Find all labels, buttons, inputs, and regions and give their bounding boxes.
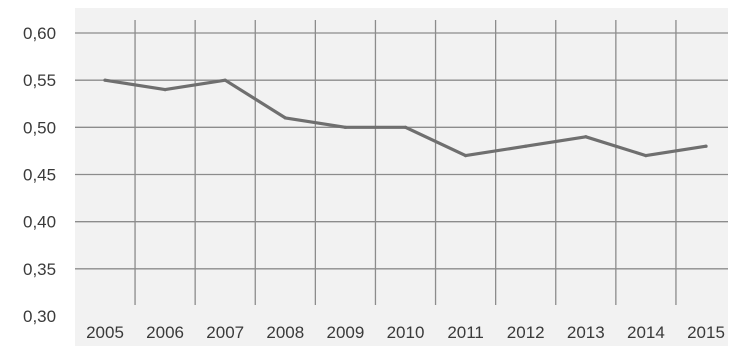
x-tick-label: 2011 bbox=[447, 323, 484, 342]
x-tick-label: 2014 bbox=[627, 323, 665, 342]
y-tick-label: 0,30 bbox=[23, 307, 56, 326]
plot-background bbox=[75, 8, 728, 346]
x-tick-label: 2006 bbox=[146, 323, 184, 342]
y-tick-label: 0,50 bbox=[23, 118, 56, 137]
y-tick-label: 0,60 bbox=[23, 24, 56, 43]
data-point-2006 bbox=[163, 88, 167, 92]
data-point-2008 bbox=[283, 116, 287, 120]
x-tick-label: 2007 bbox=[206, 323, 244, 342]
series-layer bbox=[103, 78, 708, 158]
horizontal-gridlines bbox=[75, 32, 728, 270]
x-tick-label: 2005 bbox=[86, 323, 124, 342]
y-tick-label: 0,35 bbox=[23, 260, 56, 279]
data-point-2013 bbox=[584, 135, 588, 139]
x-tick-label: 2009 bbox=[326, 323, 364, 342]
data-point-2012 bbox=[524, 144, 528, 148]
x-tick-label: 2008 bbox=[266, 323, 304, 342]
x-tick-label: 2010 bbox=[387, 323, 425, 342]
y-tick-label: 0,40 bbox=[23, 213, 56, 232]
x-axis-tick-labels: 2005 2006 2007 2008 2009 2010 2011 2012 2013 2014… bbox=[86, 323, 725, 342]
data-point-2007 bbox=[223, 78, 227, 82]
data-point-2014 bbox=[644, 154, 648, 158]
x-tick-label: 2012 bbox=[507, 323, 545, 342]
data-point-2010 bbox=[403, 125, 408, 129]
x-tick-label: 2013 bbox=[567, 323, 605, 342]
y-tick-label: 0,55 bbox=[23, 71, 56, 90]
data-point-2005 bbox=[103, 78, 107, 82]
vertical-gridlines bbox=[134, 20, 677, 305]
y-tick-label: 0,45 bbox=[23, 166, 56, 185]
x-tick-label: 2015 bbox=[687, 323, 725, 342]
data-point-2015 bbox=[704, 144, 708, 148]
data-point-2011 bbox=[464, 154, 468, 158]
data-point-2009 bbox=[343, 125, 347, 129]
y-axis-tick-labels: 0,30 0,35 0,40 0,45 0,50 0,55 0,60 bbox=[23, 24, 56, 326]
